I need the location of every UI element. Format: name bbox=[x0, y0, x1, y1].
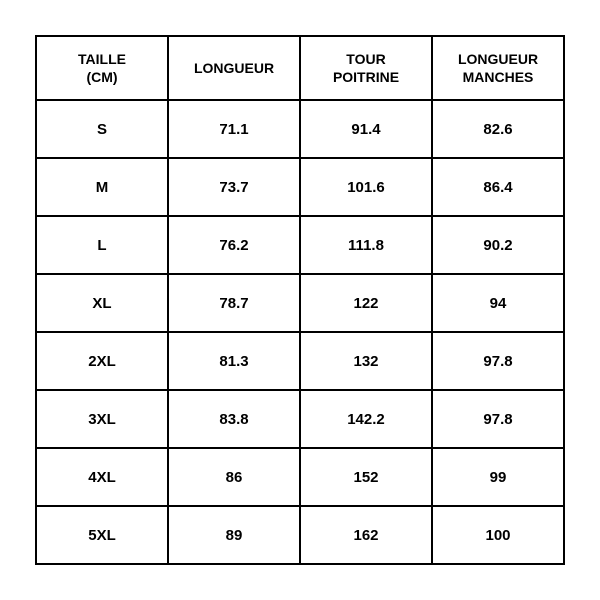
cell-size: 5XL bbox=[36, 506, 168, 564]
size-chart-table: TAILLE (CM) LONGUEUR TOUR POITRINE LONGU… bbox=[35, 35, 565, 565]
table-row: 4XL 86 152 99 bbox=[36, 448, 564, 506]
table-row: L 76.2 111.8 90.2 bbox=[36, 216, 564, 274]
cell-size: L bbox=[36, 216, 168, 274]
table-row: S 71.1 91.4 82.6 bbox=[36, 100, 564, 158]
cell-size: XL bbox=[36, 274, 168, 332]
cell-tour-poitrine: 111.8 bbox=[300, 216, 432, 274]
header-line1: LONGUEUR bbox=[194, 60, 274, 76]
cell-tour-poitrine: 152 bbox=[300, 448, 432, 506]
cell-longueur-manches: 94 bbox=[432, 274, 564, 332]
table-row: XL 78.7 122 94 bbox=[36, 274, 564, 332]
cell-size: 3XL bbox=[36, 390, 168, 448]
col-header-longueur: LONGUEUR bbox=[168, 36, 300, 100]
header-line1: TAILLE bbox=[78, 51, 126, 67]
cell-tour-poitrine: 132 bbox=[300, 332, 432, 390]
col-header-tour-poitrine: TOUR POITRINE bbox=[300, 36, 432, 100]
cell-tour-poitrine: 162 bbox=[300, 506, 432, 564]
header-line2: MANCHES bbox=[463, 69, 534, 85]
header-row: TAILLE (CM) LONGUEUR TOUR POITRINE LONGU… bbox=[36, 36, 564, 100]
cell-longueur: 78.7 bbox=[168, 274, 300, 332]
cell-tour-poitrine: 101.6 bbox=[300, 158, 432, 216]
cell-longueur-manches: 86.4 bbox=[432, 158, 564, 216]
table-row: 2XL 81.3 132 97.8 bbox=[36, 332, 564, 390]
cell-longueur: 81.3 bbox=[168, 332, 300, 390]
cell-size: S bbox=[36, 100, 168, 158]
cell-longueur: 73.7 bbox=[168, 158, 300, 216]
cell-tour-poitrine: 91.4 bbox=[300, 100, 432, 158]
table-row: 5XL 89 162 100 bbox=[36, 506, 564, 564]
table-row: M 73.7 101.6 86.4 bbox=[36, 158, 564, 216]
cell-longueur-manches: 99 bbox=[432, 448, 564, 506]
cell-tour-poitrine: 122 bbox=[300, 274, 432, 332]
header-line2: POITRINE bbox=[333, 69, 399, 85]
header-line1: TOUR bbox=[346, 51, 385, 67]
cell-longueur: 86 bbox=[168, 448, 300, 506]
cell-size: 2XL bbox=[36, 332, 168, 390]
cell-longueur-manches: 97.8 bbox=[432, 390, 564, 448]
header-line1: LONGUEUR bbox=[458, 51, 538, 67]
cell-size: M bbox=[36, 158, 168, 216]
cell-longueur-manches: 82.6 bbox=[432, 100, 564, 158]
cell-longueur: 83.8 bbox=[168, 390, 300, 448]
header-line2: (CM) bbox=[86, 69, 117, 85]
cell-longueur-manches: 97.8 bbox=[432, 332, 564, 390]
cell-longueur: 76.2 bbox=[168, 216, 300, 274]
col-header-size: TAILLE (CM) bbox=[36, 36, 168, 100]
table-row: 3XL 83.8 142.2 97.8 bbox=[36, 390, 564, 448]
cell-longueur-manches: 90.2 bbox=[432, 216, 564, 274]
cell-longueur: 71.1 bbox=[168, 100, 300, 158]
cell-size: 4XL bbox=[36, 448, 168, 506]
cell-tour-poitrine: 142.2 bbox=[300, 390, 432, 448]
cell-longueur-manches: 100 bbox=[432, 506, 564, 564]
col-header-longueur-manches: LONGUEUR MANCHES bbox=[432, 36, 564, 100]
cell-longueur: 89 bbox=[168, 506, 300, 564]
table-body: S 71.1 91.4 82.6 M 73.7 101.6 86.4 L 76.… bbox=[36, 100, 564, 564]
